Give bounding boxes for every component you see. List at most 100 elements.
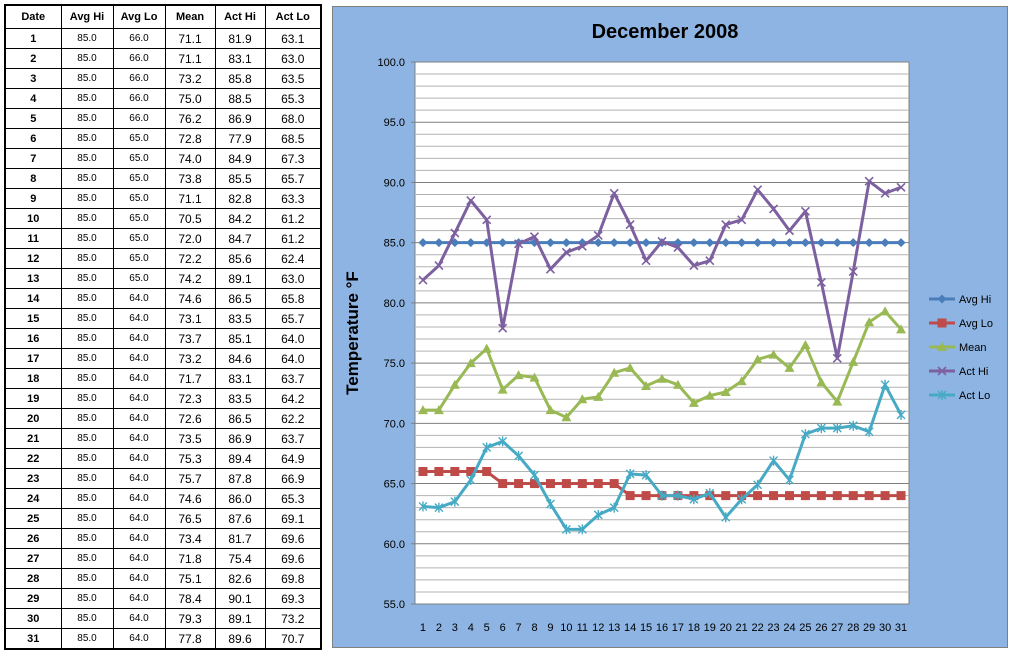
table-cell: 74.6 [164,488,216,509]
table-cell: 73.4 [164,528,216,549]
data-point [482,442,492,453]
data-point [466,467,476,477]
data-point [880,491,890,501]
table-cell: 25 [4,508,62,529]
data-point [816,377,827,387]
data-point [497,384,508,394]
data-point [848,267,858,277]
table-cell: 75.1 [164,568,216,589]
table-cell: 22 [4,448,62,469]
x-tick-label: 6 [500,622,506,634]
table-row: 21 85.0 64.0 73.5 86.9 63.7 [4,428,322,449]
table-cell: 66.0 [112,68,166,89]
data-point [561,238,571,248]
table-cell: 21 [4,428,62,449]
table-cell: 69.6 [264,528,322,549]
table-cell: 82.8 [214,188,266,209]
series-act-hi [418,176,906,363]
table-cell: 71.1 [164,28,216,49]
x-tick-label: 20 [720,622,732,634]
y-axis-label: Temperature °F [343,271,362,395]
column-header: Mean [164,4,216,29]
data-point [466,195,476,206]
x-axis-ticks: 1 2 3 4 5 6 7 8 9 10 11 12 13 14 15 16 17 18 19 20 21 22 23 24 2… [420,622,907,634]
table-cell: 61.2 [264,228,322,249]
table-cell: 83.1 [214,48,266,69]
y-tick-label: 80.0 [384,298,405,310]
table-cell: 87.6 [214,508,266,529]
data-point [800,491,810,501]
data-point [641,380,652,390]
x-tick-label: 21 [736,622,748,634]
legend-marker [937,294,947,304]
legend-label: Avg Lo [959,318,993,330]
data-point [864,426,874,437]
data-point [593,391,604,401]
legend-item-avg-hi: Avg Hi [929,294,991,306]
data-point [769,491,779,501]
table-cell: 72.3 [164,388,216,409]
data-point [529,232,540,242]
table-cell: 85.0 [60,408,114,429]
table-cell: 85.0 [60,508,114,529]
table-cell: 12 [4,248,62,269]
table-row: 8 85.0 65.0 73.8 85.5 65.7 [4,168,322,189]
data-point [657,490,667,501]
table-row: 15 85.0 64.0 73.1 83.5 65.7 [4,308,322,329]
data-point [752,354,763,364]
table-cell: 64.0 [112,348,166,369]
data-point [784,226,795,236]
data-point [672,379,683,389]
data-point [625,238,635,248]
table-cell: 87.8 [214,468,266,489]
x-tick-label: 22 [751,622,763,634]
table-cell: 64.0 [112,328,166,349]
data-point [434,502,444,513]
data-point [848,356,859,366]
table-cell: 65.8 [264,288,322,309]
table-cell: 9 [4,188,62,209]
table-cell: 85.0 [60,308,114,329]
x-tick-label: 3 [452,622,458,634]
legend-item-avg-lo: Avg Lo [929,318,993,330]
data-point [577,394,588,404]
table-cell: 64.0 [112,568,166,589]
table-row: 13 85.0 65.0 74.2 89.1 63.0 [4,268,322,289]
table-header-row: Date Avg Hi Avg Lo Mean Act Hi Act Lo [4,4,322,29]
table-row: 22 85.0 64.0 75.3 89.4 64.9 [4,448,322,469]
data-point [465,358,476,368]
data-point [434,260,444,271]
x-tick-label: 12 [592,622,604,634]
table-cell: 81.9 [214,28,266,49]
legend-marker [937,318,947,328]
table-cell: 85.0 [60,388,114,409]
data-point [657,373,667,383]
table-cell: 72.6 [164,408,216,429]
table-cell: 23 [4,468,62,489]
table-cell: 85.0 [60,608,114,629]
data-point [705,238,715,248]
y-tick-label: 70.0 [384,418,405,430]
table-cell: 89.1 [214,268,266,289]
table-row: 7 85.0 65.0 74.0 84.9 67.3 [4,148,322,169]
data-point [896,238,906,248]
table-cell: 85.0 [60,28,114,49]
table-cell: 66.0 [112,108,166,129]
table-cell: 64.0 [264,328,322,349]
table-cell: 17 [4,348,62,369]
data-point [816,238,826,248]
data-point [721,512,731,523]
table-cell: 64.0 [112,388,166,409]
table-cell: 75.3 [164,448,216,469]
x-tick-label: 5 [484,622,490,634]
temperature-chart: December 2008 55.060.065.070.075.080.085… [343,21,993,634]
table-row: 5 85.0 66.0 76.2 86.9 68.0 [4,108,322,129]
table-cell: 86.9 [214,108,266,129]
data-point [753,479,763,490]
table-cell: 85.0 [60,108,114,129]
table-cell: 14 [4,288,62,309]
table-cell: 85.1 [214,328,266,349]
data-table: Date Avg Hi Avg Lo Mean Act Hi Act Lo 1 85.0 66… [4,4,322,650]
table-cell: 64.0 [112,368,166,389]
table-cell: 5 [4,108,62,129]
